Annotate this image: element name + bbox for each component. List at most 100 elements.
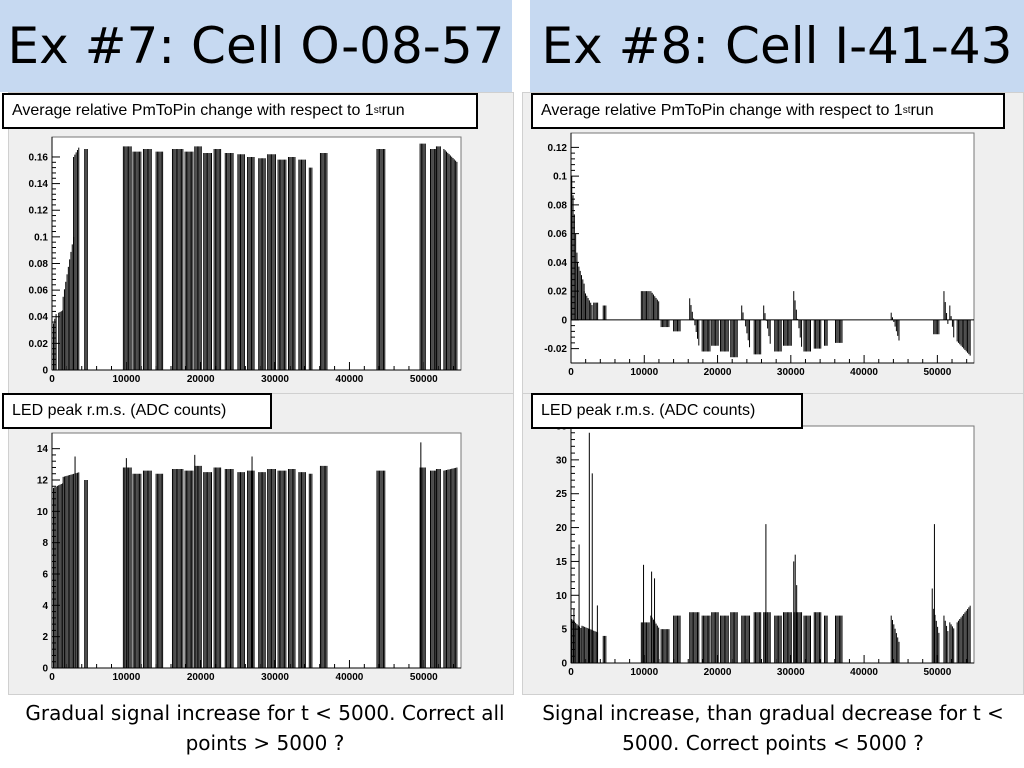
y-tick-label: 0.04 xyxy=(548,258,568,269)
plot-area xyxy=(51,136,462,371)
y-tick-label: 10 xyxy=(556,591,568,602)
y-tick-label: 0.08 xyxy=(29,259,49,270)
data-bar-group xyxy=(650,291,660,320)
data-bar-group xyxy=(419,467,426,668)
data-bar-group xyxy=(701,615,711,663)
data-bar-group xyxy=(298,159,306,370)
data-bar-group xyxy=(171,469,184,668)
data-bar-group xyxy=(824,615,828,663)
y-tick-label: 25 xyxy=(556,489,568,500)
data-bar-group xyxy=(813,612,822,663)
data-bar-group xyxy=(581,625,599,663)
data-bar-group xyxy=(122,146,132,370)
data-bar-group xyxy=(184,151,194,370)
data-bar-group xyxy=(593,302,599,320)
data-bar-group xyxy=(660,629,670,663)
x-tick-label: 10000 xyxy=(112,374,140,385)
chart-panel-o0857-led: 0 2 4 6 8 10 12 14 0 10000 20000 30000 40000 50000 xyxy=(8,393,514,695)
x-tick-label: 10000 xyxy=(630,367,658,378)
x-tick-label: 40000 xyxy=(850,367,878,378)
data-bar-group xyxy=(267,469,276,668)
y-tick-label: 0 xyxy=(42,664,48,675)
data-bar-group xyxy=(741,615,751,663)
slide-title-left: Ex #7: Cell O-08-57 xyxy=(0,0,512,92)
x-tick-label: 50000 xyxy=(923,367,951,378)
x-tick-label: 0 xyxy=(568,367,574,378)
data-bar-group xyxy=(213,467,222,668)
data-bar-group xyxy=(84,480,88,668)
data-bar-group xyxy=(711,319,719,346)
x-tick-label: 40000 xyxy=(336,672,364,683)
data-bar-group xyxy=(443,467,458,668)
chart-panel-i4143-led: 0510152025303501000020000300004000050000 xyxy=(522,393,1024,695)
data-bar-group xyxy=(793,291,803,347)
data-bar-group xyxy=(803,319,812,352)
x-tick-label: 30000 xyxy=(261,374,289,385)
data-bar-group xyxy=(763,305,771,344)
label-text: LED peak r.m.s. (ADC counts) xyxy=(12,402,227,419)
caption-right: Signal increase, than gradual decrease f… xyxy=(542,701,1004,755)
x-tick-label: 50000 xyxy=(410,374,438,385)
data-bar-group xyxy=(142,470,152,668)
y-tick-label: 5 xyxy=(561,625,567,636)
data-bar-group xyxy=(689,298,700,346)
data-bar-group xyxy=(730,612,738,663)
chart-i4143-led: 0510152025303501000020000300004000050000 xyxy=(556,422,975,678)
data-bar-group xyxy=(719,615,729,663)
data-bar-group xyxy=(122,467,132,668)
y-tick-label: 12 xyxy=(37,476,49,487)
data-bar-group xyxy=(62,472,80,668)
data-bar-group xyxy=(835,319,843,343)
y-tick-label: 0.12 xyxy=(548,143,568,154)
y-tick-label: 30 xyxy=(556,455,568,466)
chart-o0857-led: 0 2 4 6 8 10 12 14 0 10000 20000 30000 40000 50000 xyxy=(37,432,462,683)
data-bar-group xyxy=(741,305,751,348)
x-tick-label: 0 xyxy=(568,667,574,678)
data-bar-group xyxy=(213,148,222,370)
data-bar-group xyxy=(319,465,328,668)
slide-title-right: Ex #8: Cell I-41-43 xyxy=(530,0,1024,92)
data-bar-group xyxy=(673,615,681,663)
x-tick-label: 0 xyxy=(49,374,55,385)
data-bar-group xyxy=(730,319,738,358)
data-bar-group xyxy=(224,469,234,668)
data-bar-group xyxy=(435,469,441,668)
plot-area xyxy=(570,132,975,364)
y-tick-label: 0.02 xyxy=(29,339,49,350)
y-tick-label: 0.1 xyxy=(34,232,48,243)
y-tick-label: 0 xyxy=(561,659,567,670)
data-bar-group xyxy=(287,469,296,668)
data-bar-group xyxy=(376,470,386,668)
data-bar-group xyxy=(298,472,306,668)
data-bar-group xyxy=(430,470,437,668)
data-bar-group xyxy=(753,319,762,355)
y-tick-label: 20 xyxy=(556,523,568,534)
data-bar-group xyxy=(753,612,762,663)
x-tick-label: 20000 xyxy=(704,667,732,678)
y-tick-label: 6 xyxy=(42,570,48,581)
y-tick-label: 0.08 xyxy=(548,200,568,211)
data-bar-group xyxy=(203,472,213,668)
y-tick-label: 0 xyxy=(561,315,567,326)
data-bar-group xyxy=(803,615,812,663)
plot-area xyxy=(51,432,462,669)
data-bar-group xyxy=(194,146,202,370)
y-tick-label: 0.04 xyxy=(29,312,49,323)
x-tick-label: 20000 xyxy=(187,672,215,683)
x-tick-label: 40000 xyxy=(850,667,878,678)
data-bar-group xyxy=(660,319,670,328)
data-bar-group xyxy=(443,148,458,370)
x-tick-label: 0 xyxy=(49,672,55,683)
y-tick-label: -0.02 xyxy=(544,344,567,355)
label-led-left: LED peak r.m.s. (ADC counts) xyxy=(2,393,272,429)
data-bar-group xyxy=(203,152,213,370)
data-bar-group xyxy=(640,291,650,320)
x-tick-label: 30000 xyxy=(261,672,289,683)
x-tick-label: 40000 xyxy=(336,374,364,385)
x-tick-label: 10000 xyxy=(630,667,658,678)
x-tick-label: 30000 xyxy=(777,367,805,378)
data-bar-group xyxy=(247,470,255,668)
x-tick-label: 50000 xyxy=(923,667,951,678)
x-tick-label: 20000 xyxy=(704,367,732,378)
data-bar-group xyxy=(73,147,80,370)
